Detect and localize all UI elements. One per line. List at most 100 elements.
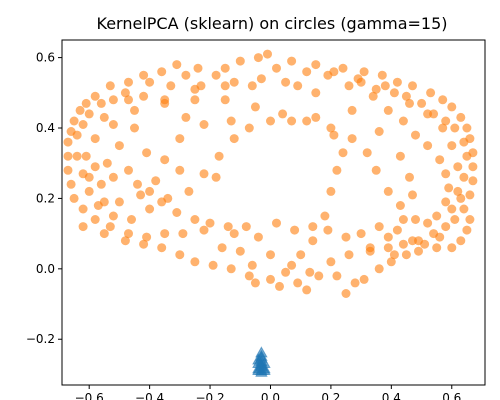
data-point-outer-180 (401, 91, 411, 101)
data-point-outer-183 (441, 116, 451, 126)
data-point-outer-173 (181, 70, 191, 80)
data-point-outer-109 (184, 186, 194, 196)
data-point-outer-198 (96, 98, 106, 108)
data-point-outer-220 (272, 218, 281, 228)
data-point-outer-59 (287, 260, 297, 270)
data-point-outer-138 (465, 215, 475, 224)
data-point-outer-144 (405, 98, 414, 108)
data-point-outer-37 (465, 190, 475, 200)
data-point-outer-83 (432, 211, 442, 221)
data-point-outer-146 (371, 84, 381, 94)
data-point-outer-231 (175, 250, 185, 260)
data-point-outer-54 (344, 250, 354, 260)
data-point-outer-16 (105, 81, 115, 91)
data-point-outer-14 (124, 77, 133, 87)
data-point-outer-205 (247, 81, 257, 91)
data-point-outer-82 (441, 197, 451, 207)
data-point-outer-232 (190, 257, 200, 267)
data-point-outer-145 (389, 88, 399, 98)
data-point-outer-103 (84, 186, 94, 196)
data-point-outer-126 (250, 278, 260, 288)
data-point-outer-199 (108, 95, 118, 105)
data-point-outer-60 (266, 250, 275, 260)
data-point-outer-66 (211, 172, 221, 182)
data-point-outer-112 (229, 134, 239, 144)
data-point-outer-238 (314, 271, 324, 281)
data-point-outer-151 (99, 197, 109, 207)
data-point-outer-140 (453, 162, 463, 172)
plot-frame (61, 39, 486, 386)
data-point-outer-81 (444, 183, 454, 193)
data-point-outer-9 (359, 67, 369, 77)
data-point-outer-137 (462, 225, 472, 235)
data-point-outer-97 (160, 98, 170, 108)
x-tick-label-0: −0.6 (75, 391, 104, 400)
data-point-outer-230 (157, 243, 167, 253)
data-point-outer-135 (447, 243, 457, 253)
data-point-outer-46 (142, 232, 152, 242)
data-point-outer-18 (90, 91, 100, 101)
data-point-outer-188 (456, 193, 466, 203)
data-point-outer-62 (235, 246, 245, 256)
data-point-outer-170 (99, 112, 109, 122)
data-point-outer-136 (456, 236, 466, 246)
data-point-outer-35 (468, 176, 478, 186)
data-point-outer-57 (253, 232, 263, 242)
data-point-outer-36 (69, 193, 79, 203)
data-point-outer-70 (256, 74, 266, 84)
y-tick-label-0: −0.2 (26, 332, 55, 346)
data-point-outer-39 (459, 204, 469, 214)
data-point-outer-210 (108, 172, 118, 182)
data-point-outer-23 (447, 102, 457, 112)
data-point-outer-155 (160, 155, 170, 165)
data-point-outer-106 (127, 215, 136, 224)
data-point-outer-30 (63, 151, 73, 161)
x-tick-label-1: −0.4 (135, 391, 164, 400)
data-point-outer-163 (405, 172, 414, 182)
data-point-outer-133 (414, 246, 423, 256)
data-point-outer-178 (356, 77, 366, 87)
data-point-outer-24 (69, 116, 79, 126)
data-point-outer-203 (190, 84, 200, 94)
data-point-outer-84 (423, 218, 433, 228)
data-point-outer-182 (429, 109, 439, 119)
data-point-outer-2 (235, 56, 245, 66)
y-tick-label-2: 0.2 (36, 191, 55, 205)
data-point-outer-55 (229, 229, 239, 239)
data-point-outer-40 (90, 215, 100, 224)
data-point-outer-191 (420, 239, 430, 249)
data-point-outer-100 (90, 134, 100, 144)
data-point-outer-88 (371, 165, 381, 175)
data-point-outer-27 (462, 123, 472, 133)
data-point-outer-120 (326, 186, 336, 196)
data-point-outer-118 (338, 148, 348, 158)
data-point-outer-218 (223, 222, 233, 232)
data-point-outer-32 (63, 165, 73, 175)
data-point-outer-21 (438, 95, 448, 105)
data-point-outer-229 (139, 239, 149, 249)
data-point-outer-211 (124, 165, 133, 175)
data-point-outer-153 (136, 190, 146, 200)
data-point-outer-193 (392, 225, 402, 235)
data-point-outer-184 (450, 123, 460, 133)
data-point-outer-234 (226, 264, 236, 274)
data-point-outer-0 (263, 49, 272, 59)
data-point-outer-219 (241, 222, 251, 232)
data-point-outer-175 (272, 63, 281, 73)
data-point-outer-237 (293, 278, 303, 288)
x-tick-label-5: 0.4 (382, 391, 401, 400)
data-point-outer-11 (377, 70, 387, 80)
data-point-outer-8 (338, 63, 348, 73)
data-point-outer-221 (290, 225, 300, 235)
data-point-outer-189 (447, 204, 457, 214)
data-point-outer-225 (389, 250, 399, 260)
data-point-outer-192 (408, 236, 417, 246)
data-point-outer-95 (220, 95, 230, 105)
data-point-outer-223 (356, 229, 366, 239)
data-point-outer-17 (408, 81, 417, 91)
data-point-outer-224 (374, 222, 384, 232)
data-point-outer-167 (365, 243, 375, 253)
data-point-outer-130 (374, 264, 384, 274)
data-point-outer-177 (329, 67, 339, 77)
data-point-outer-186 (462, 151, 472, 161)
